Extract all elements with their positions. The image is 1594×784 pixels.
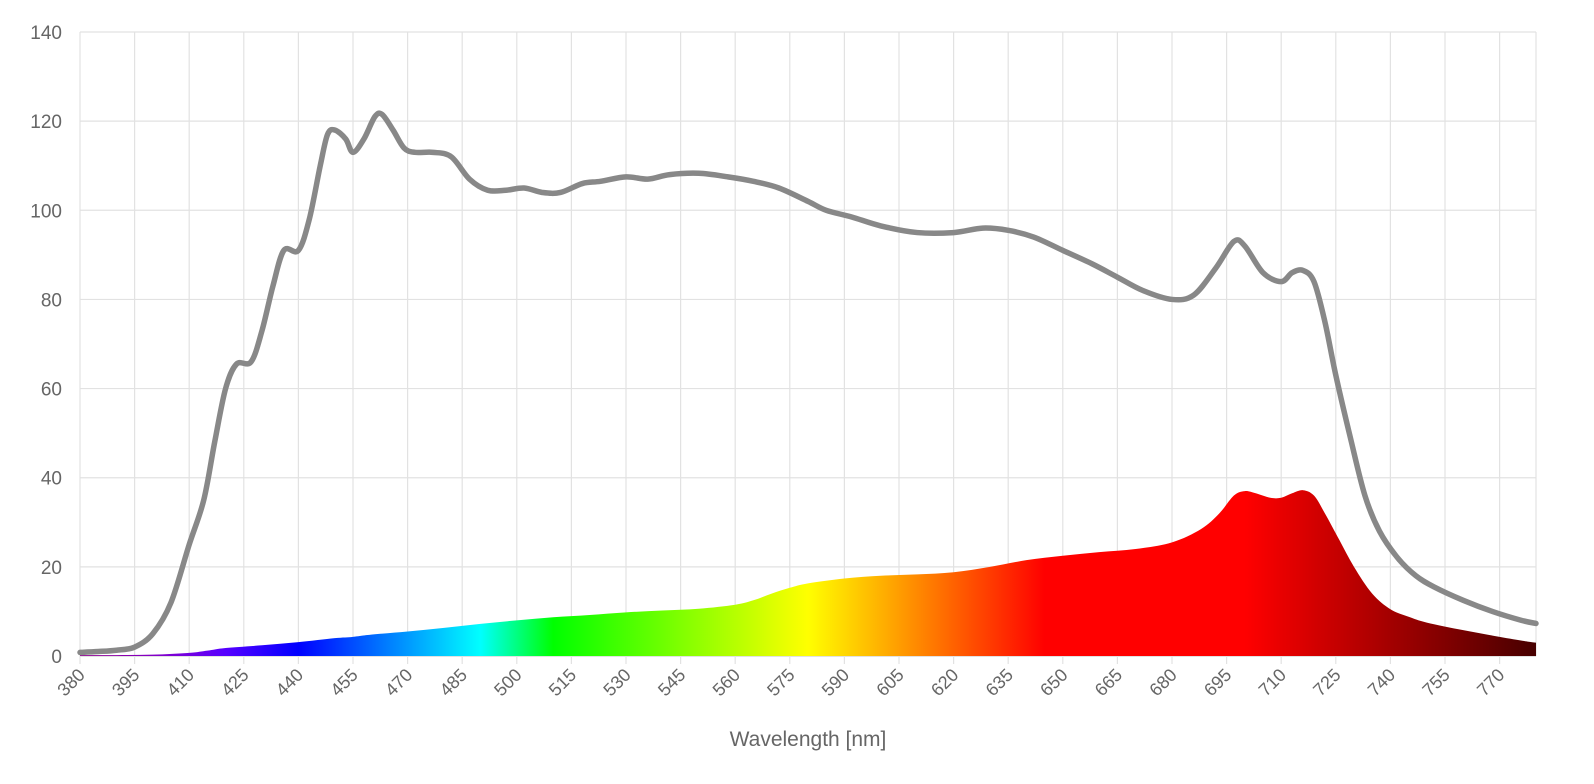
x-tick-label: 635 bbox=[982, 665, 1017, 700]
x-tick-label: 530 bbox=[599, 665, 634, 700]
x-tick-label: 695 bbox=[1200, 665, 1235, 700]
x-tick-label: 380 bbox=[53, 665, 88, 700]
x-tick-label: 395 bbox=[108, 665, 143, 700]
y-tick-label: 140 bbox=[30, 23, 62, 44]
x-tick-label: 770 bbox=[1473, 665, 1508, 700]
x-tick-label: 455 bbox=[326, 665, 361, 700]
x-tick-label: 575 bbox=[763, 665, 798, 700]
x-tick-label: 725 bbox=[1309, 665, 1344, 700]
x-tick-label: 740 bbox=[1364, 665, 1399, 700]
x-tick-label: 650 bbox=[1036, 665, 1071, 700]
spectral-area-series bbox=[80, 490, 1536, 656]
x-tick-label: 440 bbox=[272, 665, 307, 700]
y-tick-label: 20 bbox=[41, 558, 62, 579]
y-tick-label: 80 bbox=[41, 290, 62, 311]
x-tick-label: 515 bbox=[545, 665, 580, 700]
x-tick-label: 755 bbox=[1418, 665, 1453, 700]
x-tick-label: 425 bbox=[217, 665, 252, 700]
y-axis-ticks: 0 20 40 60 80 100 120 140 bbox=[30, 23, 62, 668]
x-tick-label: 470 bbox=[381, 665, 416, 700]
x-tick-label: 665 bbox=[1091, 665, 1126, 700]
y-tick-label: 40 bbox=[41, 469, 62, 490]
y-tick-label: 120 bbox=[30, 112, 62, 133]
x-tick-label: 680 bbox=[1145, 665, 1180, 700]
y-tick-label: 0 bbox=[51, 647, 62, 668]
y-tick-label: 60 bbox=[41, 380, 62, 401]
total-line bbox=[77, 110, 1539, 656]
x-axis-title: Wavelength [nm] bbox=[730, 728, 887, 751]
x-tick-label: 590 bbox=[818, 665, 853, 700]
x-tick-label: 545 bbox=[654, 665, 689, 700]
y-tick-label: 100 bbox=[30, 201, 62, 222]
x-tick-label: 500 bbox=[490, 665, 525, 700]
x-tick-label: 410 bbox=[163, 665, 198, 700]
total-line-series bbox=[77, 110, 1539, 656]
x-axis-ticks: 380 395 410 425 440 455 470 485 500 515 530 545 560 5… bbox=[53, 665, 1508, 700]
x-tick-label: 620 bbox=[927, 665, 962, 700]
spectral-area bbox=[80, 490, 1536, 656]
x-tick-label: 710 bbox=[1255, 665, 1290, 700]
x-tick-label: 605 bbox=[872, 665, 907, 700]
x-tick-label: 560 bbox=[709, 665, 744, 700]
x-tick-label: 485 bbox=[436, 665, 471, 700]
